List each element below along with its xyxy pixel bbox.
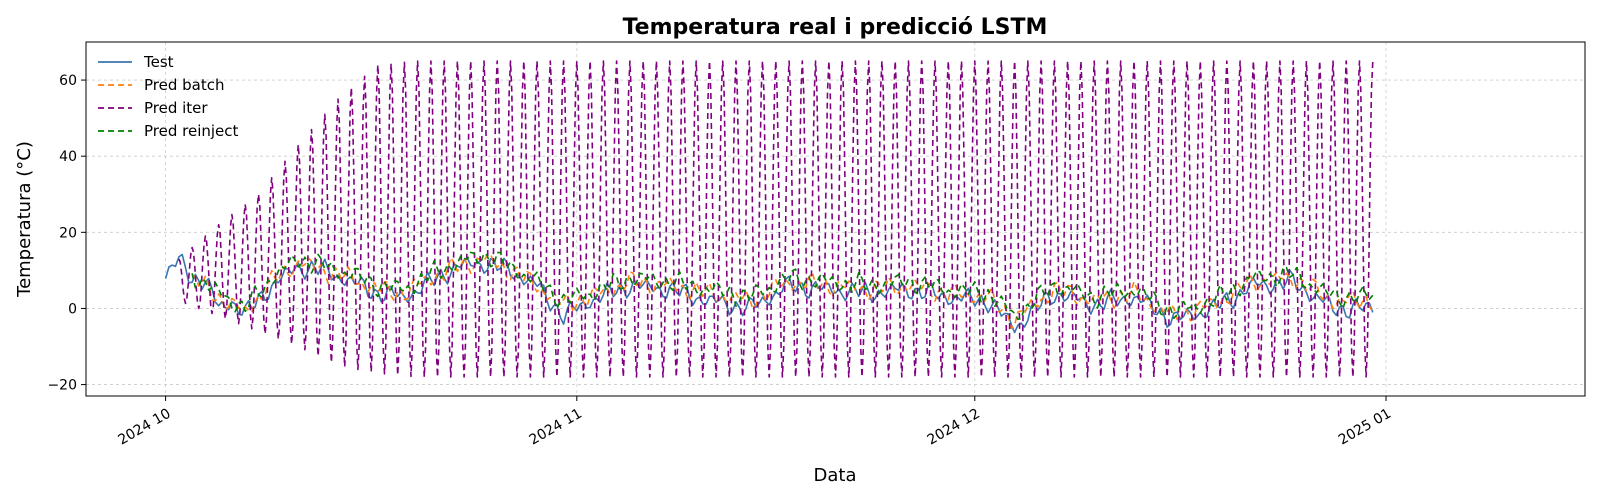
y-tick-label: 20 xyxy=(59,225,77,241)
chart-title: Temperatura real i predicció LSTM xyxy=(623,15,1048,40)
legend-label-test: Test xyxy=(143,53,174,71)
y-axis-title: Temperatura (°C) xyxy=(14,141,35,298)
legend-label-pred-iter: Pred iter xyxy=(144,99,208,117)
legend-label-pred-reinject: Pred reinject xyxy=(144,122,239,140)
legend: Test Pred batch Pred iter Pred reinject xyxy=(98,53,239,140)
plot-frame xyxy=(85,41,1586,397)
y-tick-label: 40 xyxy=(59,149,77,165)
series-line-pred-iter xyxy=(178,60,1374,378)
y-tick-label: −20 xyxy=(47,378,77,394)
series-line-test xyxy=(164,253,1374,334)
series-layer xyxy=(164,60,1374,378)
x-axis-title: Data xyxy=(814,465,857,486)
legend-label-pred-batch: Pred batch xyxy=(144,76,225,94)
y-tick-label: 60 xyxy=(59,73,77,89)
y-axis: −20 0 20 40 60 xyxy=(47,73,86,394)
series-line-pred-reinject xyxy=(191,251,1374,321)
y-tick-label: 0 xyxy=(68,301,77,317)
